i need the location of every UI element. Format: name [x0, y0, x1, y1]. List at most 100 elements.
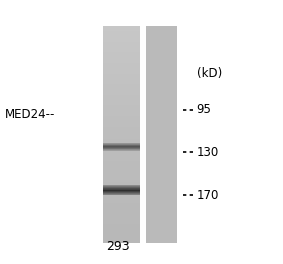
Bar	[103, 154, 140, 155]
Bar	[103, 72, 140, 73]
Bar	[103, 60, 140, 61]
Bar	[103, 183, 140, 185]
Bar	[103, 26, 140, 28]
Bar	[103, 37, 140, 39]
Bar	[103, 238, 140, 239]
Bar	[103, 122, 140, 123]
Bar	[103, 164, 140, 165]
Bar	[103, 64, 140, 66]
Bar	[103, 145, 140, 146]
Bar	[103, 116, 140, 117]
Bar	[103, 225, 140, 227]
Bar	[103, 95, 140, 96]
Bar	[103, 32, 140, 33]
Bar	[103, 67, 140, 68]
Bar	[103, 68, 140, 69]
Bar	[103, 234, 140, 235]
Bar	[103, 185, 140, 186]
Bar	[103, 83, 140, 84]
Text: MED24--: MED24--	[5, 108, 55, 121]
Bar	[103, 147, 140, 148]
Bar	[103, 73, 140, 74]
Bar	[103, 97, 140, 98]
Bar	[103, 115, 140, 116]
Bar	[103, 208, 140, 210]
Bar	[103, 81, 140, 82]
Bar	[103, 161, 140, 162]
Bar	[103, 102, 140, 103]
Bar	[103, 56, 140, 57]
Bar	[103, 96, 140, 97]
Bar	[103, 176, 140, 177]
Bar	[103, 110, 140, 111]
Bar	[103, 200, 140, 201]
Bar	[103, 130, 140, 132]
Bar	[103, 127, 140, 128]
Bar	[103, 126, 140, 127]
Bar	[103, 221, 140, 223]
Bar	[103, 52, 140, 54]
Bar	[103, 40, 140, 42]
Bar	[103, 179, 140, 180]
Bar	[103, 34, 140, 35]
Bar	[103, 121, 140, 122]
Bar	[103, 90, 140, 92]
Bar	[103, 194, 140, 196]
Bar	[103, 239, 140, 240]
Bar	[103, 235, 140, 237]
Bar	[103, 101, 140, 102]
Bar	[103, 111, 140, 112]
Bar	[103, 213, 140, 214]
Bar	[103, 33, 140, 34]
Bar	[103, 185, 140, 186]
Bar	[103, 133, 140, 134]
Bar	[103, 196, 140, 198]
Bar	[103, 137, 140, 138]
Bar	[103, 152, 140, 153]
Bar	[103, 210, 140, 212]
Bar	[103, 144, 140, 146]
Bar	[103, 177, 140, 178]
Bar	[103, 159, 140, 161]
Bar	[103, 79, 140, 81]
Bar	[103, 53, 140, 55]
Bar	[103, 201, 140, 202]
Bar	[103, 157, 140, 159]
Bar	[103, 118, 140, 120]
Bar	[103, 128, 140, 129]
Bar	[103, 174, 140, 175]
Bar	[103, 180, 140, 181]
Bar	[103, 186, 140, 187]
Bar	[103, 162, 140, 163]
Bar	[103, 103, 140, 105]
Bar	[103, 114, 140, 115]
Bar	[103, 57, 140, 58]
Text: 293: 293	[106, 240, 129, 253]
Bar	[103, 143, 140, 145]
Bar	[103, 197, 140, 199]
Bar	[103, 51, 140, 53]
Bar	[103, 148, 140, 149]
Bar	[103, 191, 140, 192]
Bar	[103, 207, 140, 209]
Bar	[103, 100, 140, 101]
Text: 95: 95	[197, 103, 212, 116]
Bar	[103, 230, 140, 231]
Bar	[103, 147, 140, 148]
Bar	[103, 44, 140, 45]
Bar	[103, 191, 140, 192]
Bar	[103, 86, 140, 87]
Text: 170: 170	[197, 189, 219, 202]
Bar	[103, 224, 140, 226]
Bar	[103, 146, 140, 147]
Bar	[103, 214, 140, 215]
Bar	[103, 125, 140, 126]
Bar	[103, 178, 140, 179]
Bar	[103, 77, 140, 79]
Text: (kD): (kD)	[197, 67, 222, 79]
Bar	[103, 204, 140, 205]
Bar	[103, 134, 140, 135]
Bar	[103, 217, 140, 218]
Bar	[103, 143, 140, 144]
Bar	[103, 158, 140, 160]
